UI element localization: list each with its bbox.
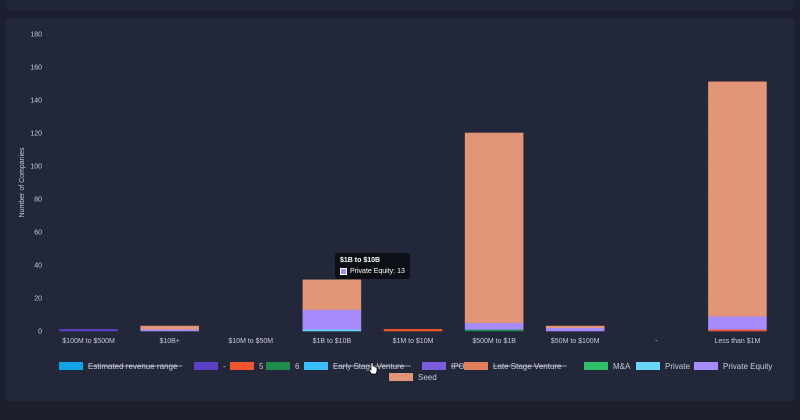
legend-item[interactable]: Private Equity [694, 362, 772, 371]
legend-label: - [223, 362, 226, 371]
legend-item[interactable]: M&A [584, 362, 631, 371]
bar-segment[interactable] [383, 329, 443, 332]
y-axis-label: Number of Companies [19, 147, 26, 218]
legend-swatch [194, 362, 218, 370]
legend-swatch [389, 373, 413, 381]
y-tick-label: 100 [30, 164, 42, 171]
bar-segment[interactable] [302, 279, 362, 310]
y-tick-label: 60 [34, 230, 42, 237]
legend-item[interactable]: 6 [266, 362, 300, 371]
top-panel [6, 0, 794, 11]
x-tick-label: - [655, 338, 658, 345]
legend-label: Estimated revenue range [88, 362, 178, 371]
legend-label: Private Equity [723, 362, 772, 371]
legend-item[interactable]: IPO [422, 362, 465, 371]
x-tick-label: $100M to $500M [62, 338, 115, 345]
legend-item[interactable]: Early Stage Venture [304, 362, 411, 371]
legend-item[interactable]: Late Stage Venture [464, 362, 567, 371]
x-tick-label: $500M to $1B [472, 338, 516, 345]
legend-swatch [694, 362, 718, 370]
y-tick-label: 180 [30, 32, 42, 39]
y-tick-label: 80 [34, 197, 42, 204]
bar-segment[interactable] [545, 327, 605, 332]
bar-segment[interactable] [302, 309, 362, 330]
legend-label: 6 [295, 362, 300, 371]
hand-cursor-icon [368, 362, 378, 375]
legend-item[interactable]: Estimated revenue range [59, 362, 183, 371]
x-tick-label: $10M to $50M [228, 338, 273, 345]
bar-segment[interactable] [59, 329, 118, 332]
legend-label: Early Stage Venture [333, 362, 405, 371]
legend-item[interactable]: Seed [389, 373, 437, 382]
bar-segment[interactable] [545, 325, 605, 328]
bar-segment[interactable] [140, 325, 199, 330]
legend-label: Late Stage Venture [493, 362, 562, 371]
legend-swatch [266, 362, 290, 370]
legend-swatch [464, 362, 488, 370]
legend-swatch [584, 362, 608, 370]
legend-label: M&A [613, 362, 631, 371]
legend-swatch [636, 362, 660, 370]
y-tick-label: 160 [30, 65, 42, 72]
legend-label: 5 [259, 362, 264, 371]
tooltip-swatch [340, 268, 347, 275]
y-tick-label: 120 [30, 131, 42, 138]
x-tick-label: Less than $1M [714, 338, 760, 345]
legend-label: Private [665, 362, 690, 371]
legend-swatch [422, 362, 446, 370]
tooltip-title: $1B to $10B [340, 257, 381, 264]
bar-segment[interactable] [464, 322, 524, 330]
legend-item[interactable]: 5 [230, 362, 264, 371]
legend-swatch [304, 362, 328, 370]
legend-swatch [59, 362, 83, 370]
y-tick-label: 140 [30, 98, 42, 105]
chart-tooltip: $1B to $10B Private Equity: 13 [335, 253, 410, 279]
chart-panel [6, 18, 794, 401]
y-tick-label: 0 [38, 329, 42, 336]
legend-swatch [230, 362, 254, 370]
y-tick-label: 40 [34, 263, 42, 270]
x-tick-label: $50M to $100M [551, 338, 600, 345]
x-tick-label: $10B+ [159, 338, 179, 345]
x-tick-label: $1B to $10B [313, 338, 352, 345]
tooltip-label: Private Equity: 13 [350, 268, 405, 275]
bar-segment[interactable] [708, 81, 767, 317]
bar-segment[interactable] [464, 132, 524, 324]
bar-segment[interactable] [708, 315, 767, 330]
legend-item[interactable]: Private [636, 362, 690, 371]
x-tick-label: $1M to $10M [393, 338, 434, 345]
y-tick-label: 20 [34, 296, 42, 303]
legend-label: Seed [418, 373, 437, 382]
legend-label: IPO [451, 362, 465, 371]
legend-item[interactable]: - [194, 362, 226, 371]
